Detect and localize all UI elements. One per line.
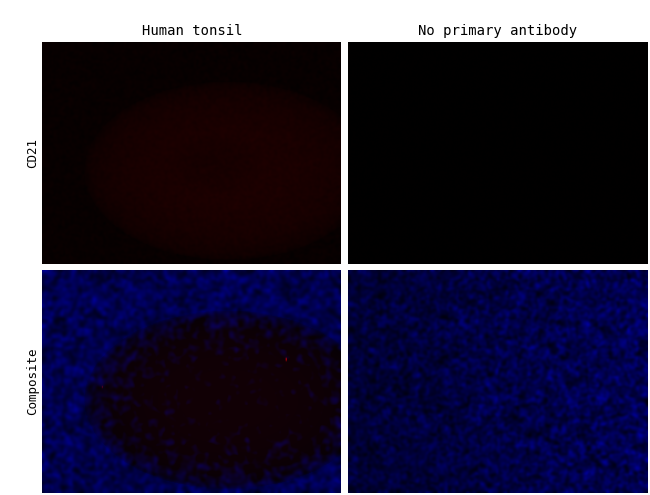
Text: No primary antibody: No primary antibody xyxy=(418,24,577,38)
Text: CD21: CD21 xyxy=(26,138,39,168)
Text: Human tonsil: Human tonsil xyxy=(142,24,242,38)
Text: Composite: Composite xyxy=(26,347,39,415)
